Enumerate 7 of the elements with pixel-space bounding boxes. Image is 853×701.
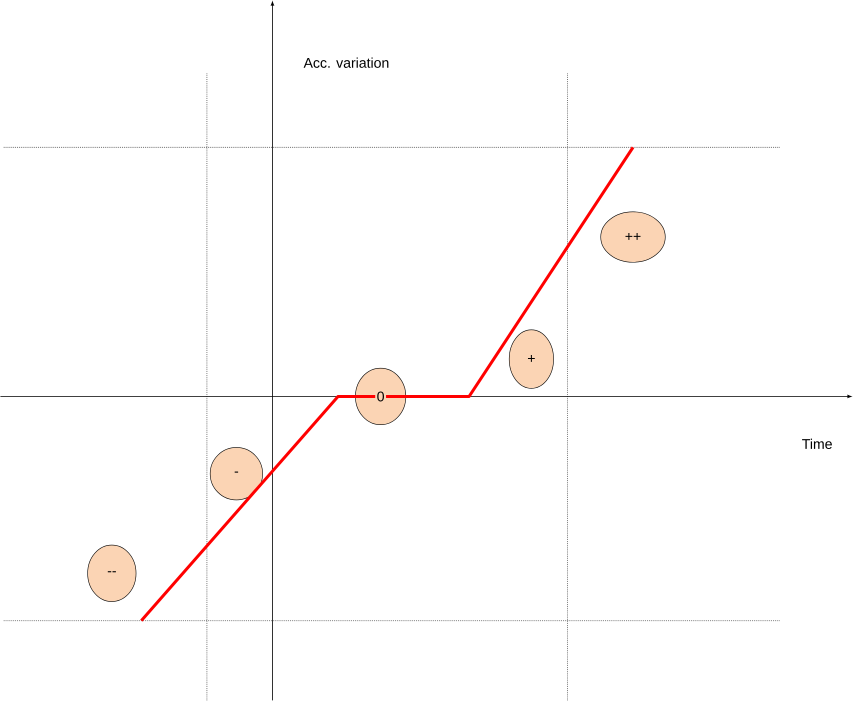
- annotation: +: [528, 355, 535, 362]
- text: Time: [802, 438, 832, 450]
- text: Acc. variation: [304, 58, 388, 68]
- annotation: -: [234, 472, 238, 473]
- text: --: [108, 571, 116, 572]
- annotation: 0: [377, 392, 384, 402]
- annotation: ++: [625, 233, 641, 240]
